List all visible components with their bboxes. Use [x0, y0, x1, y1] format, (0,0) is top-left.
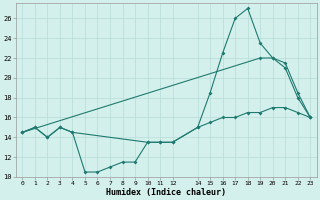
X-axis label: Humidex (Indice chaleur): Humidex (Indice chaleur) — [106, 188, 226, 197]
